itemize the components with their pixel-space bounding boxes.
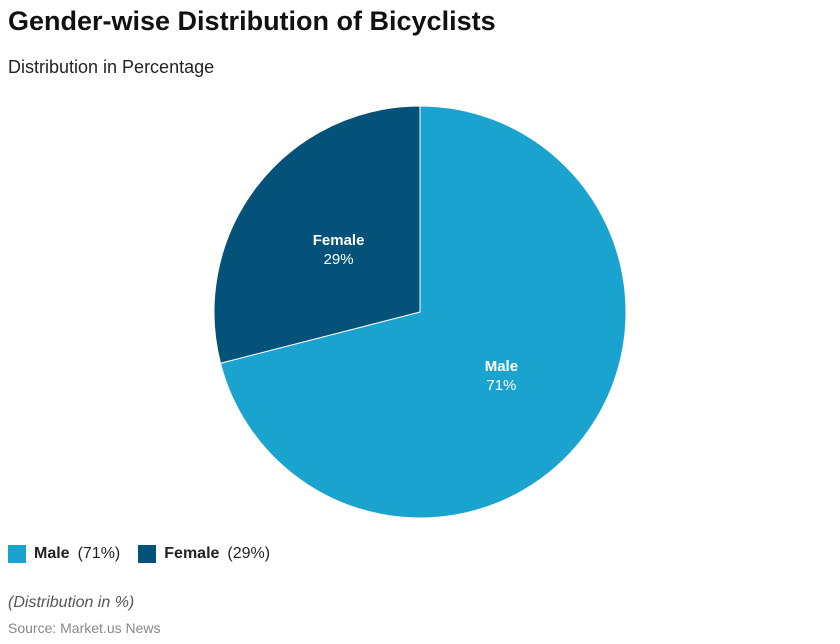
legend: Male (71%) Female (29%) xyxy=(8,545,270,563)
legend-value: (71%) xyxy=(77,545,121,562)
slice-value-label: 29% xyxy=(324,251,354,268)
legend-item-male[interactable]: Male (71%) xyxy=(8,545,120,563)
legend-swatch-female xyxy=(138,545,157,563)
chart-source: Source: Market.us News xyxy=(8,620,161,636)
legend-label: Male xyxy=(34,545,70,562)
chart-title: Gender-wise Distribution of Bicyclists xyxy=(8,6,496,36)
chart-subtitle: Distribution in Percentage xyxy=(8,57,215,77)
legend-swatch-male xyxy=(8,545,26,563)
legend-value: (29%) xyxy=(227,545,271,562)
slice-value-label: 71% xyxy=(486,377,516,394)
pie-slice-male[interactable] xyxy=(219,105,627,519)
legend-item-female[interactable]: Female (29%) xyxy=(138,545,270,563)
legend-label: Female xyxy=(164,545,220,562)
chart-note: (Distribution in %) xyxy=(8,594,135,611)
slice-category-label: Female xyxy=(313,232,365,249)
pie-slice-female[interactable] xyxy=(213,105,421,364)
slice-category-label: Male xyxy=(485,358,518,375)
